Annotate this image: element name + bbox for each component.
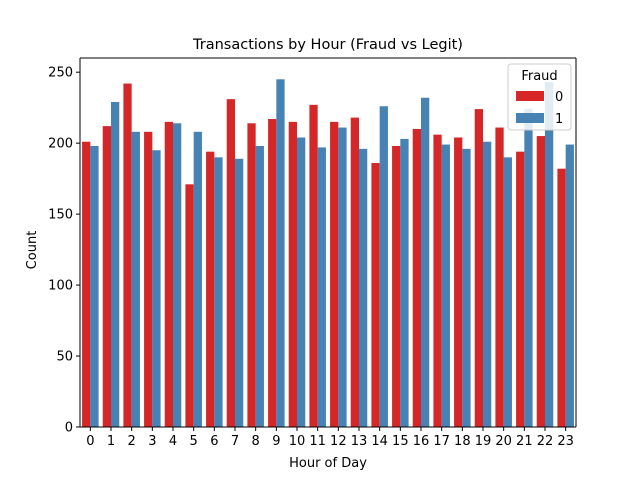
- bar-hour-0-fraud-0: [82, 141, 91, 428]
- bar-hour-14-fraud-0: [371, 163, 380, 427]
- bar-hour-15-fraud-1: [400, 138, 409, 427]
- y-tick-label: 100: [48, 279, 73, 294]
- bar-hour-7-fraud-1: [235, 158, 244, 427]
- bar-hour-8-fraud-1: [255, 145, 264, 428]
- bar-hour-23-fraud-0: [557, 168, 566, 427]
- bar-hour-11-fraud-1: [317, 147, 326, 427]
- bar-hour-17-fraud-0: [433, 134, 442, 427]
- bar-hour-4-fraud-1: [173, 123, 182, 427]
- bar-hour-20-fraud-1: [503, 157, 512, 427]
- x-tick-label: 19: [475, 434, 492, 449]
- bar-hour-1-fraud-1: [111, 102, 120, 427]
- legend-label-0: 0: [555, 90, 563, 105]
- x-tick-label: 15: [392, 434, 409, 449]
- bar-hour-2-fraud-1: [131, 131, 140, 428]
- x-tick-label: 7: [231, 434, 239, 449]
- x-tick-label: 17: [433, 434, 450, 449]
- bar-hour-9-fraud-0: [268, 119, 277, 427]
- bar-hour-6-fraud-0: [206, 151, 215, 428]
- bar-hour-13-fraud-0: [350, 117, 359, 428]
- bar-hour-20-fraud-0: [495, 127, 504, 427]
- bar-hour-1-fraud-0: [102, 126, 111, 428]
- bar-hour-19-fraud-1: [483, 141, 492, 428]
- x-axis-label: Hour of Day: [289, 456, 367, 471]
- bar-hour-13-fraud-1: [359, 148, 368, 427]
- y-tick-label: 250: [48, 66, 73, 81]
- x-tick-label: 13: [351, 434, 368, 449]
- legend-swatch-1: [516, 113, 544, 123]
- legend-title: Fraud: [521, 69, 557, 84]
- bar-hour-17-fraud-1: [441, 144, 450, 427]
- chart-title: Transactions by Hour (Fraud vs Legit): [192, 37, 463, 53]
- x-tick-label: 16: [413, 434, 430, 449]
- bar-hour-10-fraud-0: [288, 121, 297, 428]
- y-tick-label: 50: [56, 350, 73, 365]
- y-tick-label: 200: [48, 137, 73, 152]
- bar-hour-3-fraud-1: [152, 150, 161, 427]
- legend-swatch-0: [516, 91, 544, 101]
- bar-hour-5-fraud-0: [185, 184, 194, 427]
- bar-hour-4-fraud-0: [164, 121, 173, 428]
- bar-hour-10-fraud-1: [297, 137, 306, 428]
- y-tick-label: 150: [48, 208, 73, 223]
- bar-hour-0-fraud-1: [90, 145, 99, 428]
- bar-hour-5-fraud-1: [193, 131, 202, 428]
- y-axis-label: Count: [25, 231, 40, 270]
- bar-hour-16-fraud-1: [421, 97, 430, 428]
- bar-hour-15-fraud-0: [392, 145, 401, 428]
- bar-hour-16-fraud-0: [412, 128, 421, 427]
- bar-hour-19-fraud-0: [474, 109, 483, 427]
- bar-hour-18-fraud-0: [454, 137, 463, 428]
- bar-hour-2-fraud-0: [123, 83, 132, 428]
- bars-layer: [82, 79, 574, 428]
- bar-hour-6-fraud-1: [214, 157, 223, 427]
- x-tick-label: 11: [309, 434, 326, 449]
- bar-hour-23-fraud-1: [565, 144, 574, 427]
- bar-hour-21-fraud-1: [524, 109, 533, 427]
- bar-hour-9-fraud-1: [276, 79, 285, 427]
- bar-hour-11-fraud-0: [309, 104, 318, 427]
- bar-hour-8-fraud-0: [247, 123, 256, 427]
- bar-hour-14-fraud-1: [379, 106, 388, 427]
- x-tick-label: 22: [537, 434, 554, 449]
- x-tick-label: 0: [86, 434, 94, 449]
- x-tick-label: 14: [371, 434, 388, 449]
- x-tick-label: 12: [330, 434, 347, 449]
- bar-hour-21-fraud-0: [516, 151, 525, 428]
- x-tick-label: 18: [454, 434, 471, 449]
- bar-hour-22-fraud-1: [545, 82, 554, 427]
- bar-hour-22-fraud-0: [536, 136, 545, 427]
- y-tick-label: 0: [65, 421, 73, 436]
- x-tick-label: 2: [128, 434, 136, 449]
- x-tick-label: 4: [169, 434, 177, 449]
- bar-hour-7-fraud-0: [226, 99, 235, 427]
- bar-hour-12-fraud-0: [330, 121, 339, 428]
- x-tick-label: 21: [516, 434, 533, 449]
- x-tick-label: 5: [190, 434, 198, 449]
- x-tick-label: 20: [495, 434, 512, 449]
- x-tick-label: 1: [107, 434, 115, 449]
- legend: Fraud 0 1: [507, 63, 572, 131]
- x-tick-label: 8: [252, 434, 260, 449]
- bar-hour-3-fraud-0: [144, 131, 153, 428]
- legend-label-1: 1: [555, 112, 563, 127]
- x-tick-label: 23: [557, 434, 574, 449]
- x-tick-label: 3: [148, 434, 156, 449]
- x-tick-label: 6: [210, 434, 218, 449]
- bar-hour-12-fraud-1: [338, 127, 347, 427]
- x-tick-label: 10: [289, 434, 306, 449]
- x-tick-label: 9: [272, 434, 280, 449]
- bar-hour-18-fraud-1: [462, 148, 471, 427]
